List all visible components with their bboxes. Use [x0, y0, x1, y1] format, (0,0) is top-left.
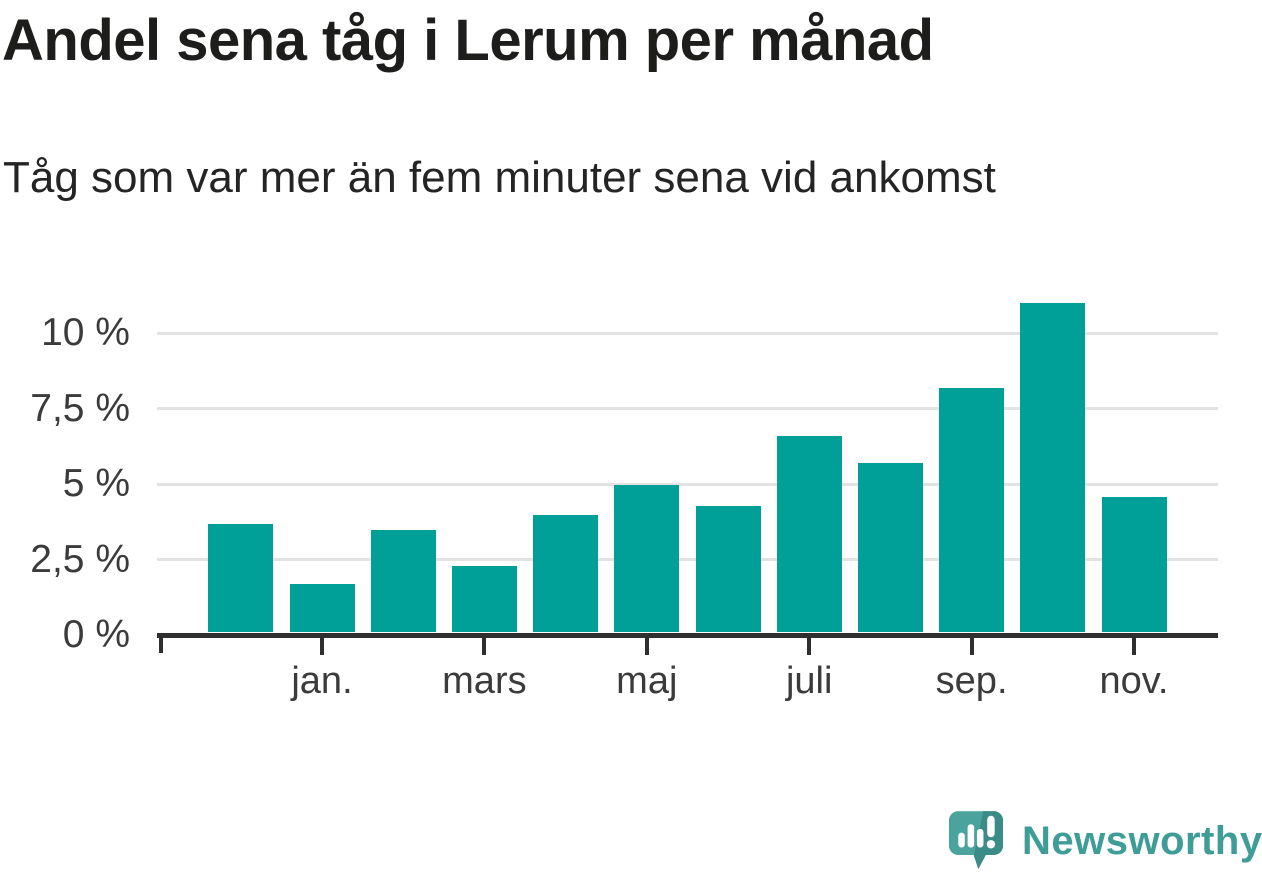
x-axis-tick-juli [807, 637, 812, 655]
x-axis-tick-mars [482, 637, 487, 655]
y-axis-label: 2,5 % [30, 537, 130, 581]
x-axis-label: juli [785, 660, 833, 702]
chart-subtitle: Tåg som var mer än fem minuter sena vid … [3, 153, 996, 202]
newsworthy-logo: Newsworthy [948, 810, 1262, 872]
gridline-10 [157, 331, 1218, 335]
x-axis-line [157, 632, 1218, 638]
chart-title: Andel sena tåg i Lerum per månad [2, 8, 934, 73]
bar-mars [451, 566, 517, 633]
bar-month-5 [533, 514, 599, 633]
bar-month-7 [695, 505, 761, 633]
y-axis-label: 7,5 % [30, 386, 130, 430]
bar-month-9 [857, 463, 923, 633]
x-axis-label: jan. [291, 660, 353, 702]
x-axis-label: nov. [1099, 660, 1169, 702]
x-axis-tick-maj [644, 637, 649, 655]
bar-jan [289, 584, 355, 633]
newsworthy-logo-icon [948, 811, 1004, 869]
y-axis-label: 5 % [62, 462, 130, 505]
gridline-5 [157, 482, 1218, 486]
x-axis-label: maj [616, 660, 678, 702]
x-axis-tick-sep [969, 637, 974, 655]
x-axis-tick-nov [1132, 637, 1136, 655]
y-axis-label: 0 % [62, 613, 130, 656]
bar-month-11 [1020, 303, 1086, 633]
y-axis-label: 10 % [41, 311, 130, 354]
gridline-7-5 [157, 407, 1218, 410]
bar-month-3 [370, 529, 436, 633]
x-axis-label: sep. [935, 660, 1008, 702]
newsworthy-logo-text: Newsworthy [1022, 819, 1262, 863]
x-axis-endcap-tick [159, 637, 163, 653]
gridline-2-5 [157, 558, 1218, 561]
bar-sep [939, 387, 1005, 633]
bar-month-1 [208, 523, 274, 633]
x-axis-tick-jan [320, 637, 324, 655]
bar-maj [614, 484, 680, 633]
bar-nov [1101, 496, 1167, 633]
bar-juli [776, 436, 842, 633]
x-axis-label: mars [442, 660, 527, 702]
